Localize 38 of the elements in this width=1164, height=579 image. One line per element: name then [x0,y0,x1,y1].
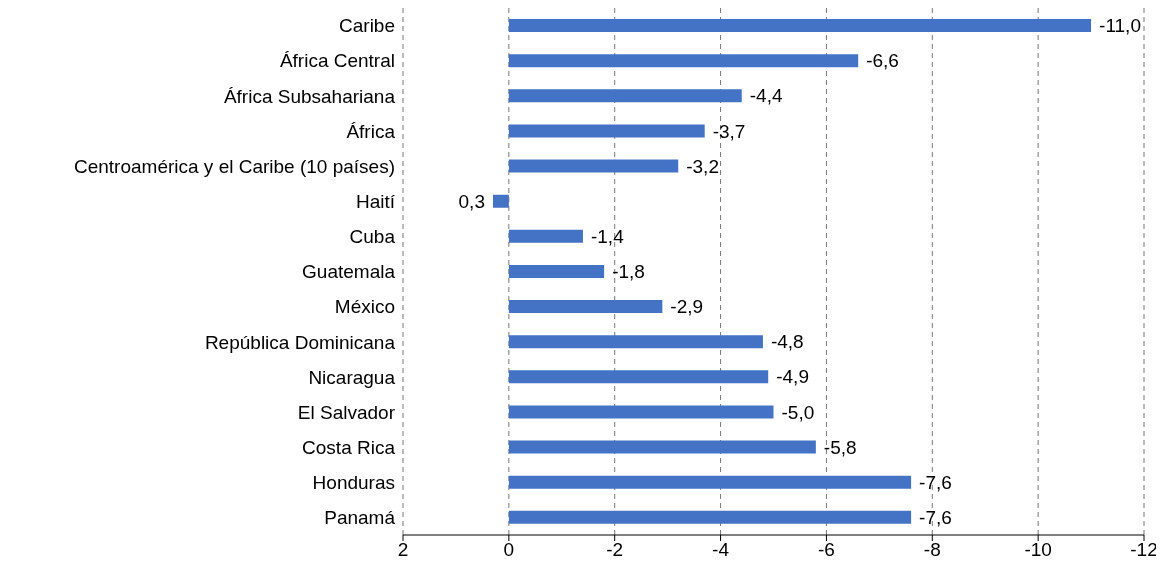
data-label: 0,3 [458,190,485,212]
data-label: -4,9 [776,366,809,388]
y-tick-label: Nicaragua [308,366,396,388]
x-tick-label: -8 [923,539,941,561]
data-label: -7,6 [919,507,952,529]
data-label: -1,8 [612,261,645,283]
x-tick-label: -10 [1024,539,1052,561]
y-tick-label: Cuba [349,226,396,248]
y-tick-label: Haití [355,190,396,212]
x-tick-label: -12 [1130,539,1158,561]
x-tick-label: 0 [503,539,515,561]
x-tick-label: 2 [397,539,409,561]
data-label: -11,0 [1099,15,1141,37]
data-label: -6,6 [866,50,899,72]
y-tick-label: África Central [279,50,395,72]
data-label: -3,2 [686,155,719,177]
y-tick-label: Honduras [312,472,395,494]
data-label: -5,0 [781,401,815,423]
y-tick-label: República Dominicana [204,331,396,353]
data-label: -4,8 [770,331,804,353]
y-tick-label: Panamá [324,507,396,529]
y-tick-label: África [346,120,396,142]
y-tick-label: África Subsahariana [223,85,396,107]
y-tick-label: México [334,296,395,318]
x-tick-label: -2 [606,539,624,561]
data-label: -5,8 [823,436,857,458]
x-tick-label: -6 [817,539,835,561]
y-tick-label: El Salvador [297,401,396,423]
y-tick-label: Centroamérica y el Caribe (10 países) [73,155,395,177]
data-label: -4,4 [749,85,783,107]
data-label: -2,9 [670,296,704,318]
y-tick-label: Guatemala [302,261,396,283]
x-tick-label: -4 [712,539,730,561]
data-label: -1,4 [590,225,625,247]
y-tick-label: Costa Rica [302,436,396,458]
data-label: -3,7 [712,120,746,142]
y-tick-label: Caribe [339,15,395,37]
data-label: -7,6 [919,471,952,493]
